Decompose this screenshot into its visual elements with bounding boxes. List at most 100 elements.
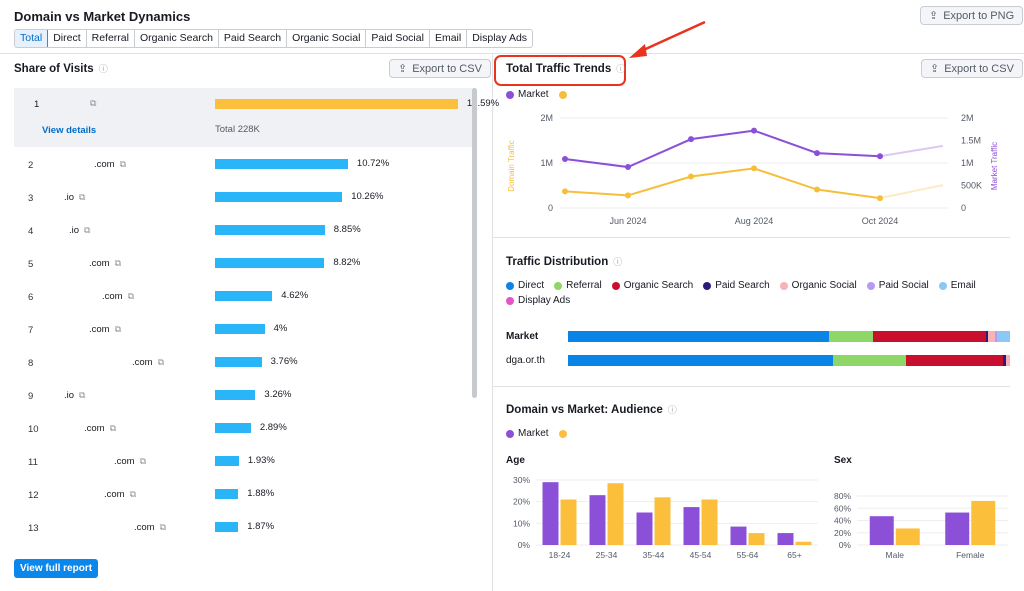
share-percent: 10.26%	[351, 191, 384, 202]
tab-paid-social[interactable]: Paid Social	[366, 30, 430, 47]
external-link-icon[interactable]: ⧉	[139, 456, 147, 466]
series-line	[564, 129, 881, 169]
rank-number: 12	[28, 490, 39, 501]
bar	[636, 512, 653, 545]
y-tick: 60%	[834, 503, 851, 513]
legend-item-market[interactable]: Market	[506, 428, 549, 439]
share-percent: 8.82%	[333, 257, 361, 268]
legend-item[interactable]: Organic Search	[611, 280, 693, 291]
legend-item[interactable]: Paid Social	[866, 280, 929, 291]
bar	[895, 528, 920, 545]
bar	[654, 497, 671, 545]
list-item[interactable]: 8 .com ⧉ 3.76%	[14, 346, 476, 379]
legend-item[interactable]: Organic Social	[779, 280, 857, 291]
external-link-icon[interactable]: ⧉	[79, 390, 86, 400]
external-link-icon[interactable]: ⧉	[119, 159, 127, 169]
rank-number: 9	[28, 391, 34, 402]
page-title: Domain vs Market Dynamics	[14, 9, 191, 24]
external-link-icon[interactable]: ⧉	[129, 489, 137, 499]
external-link-icon[interactable]: ⧉	[109, 423, 117, 433]
external-link-icon[interactable]: ⧉	[159, 522, 167, 532]
external-link-icon[interactable]: ⧉	[127, 291, 135, 301]
list-item[interactable]: 9 .io ⧉ 3.26%	[14, 379, 476, 412]
list-item[interactable]: 7 .com ⧉ 4%	[14, 313, 476, 346]
legend-item[interactable]: Display Ads	[506, 295, 570, 306]
tab-organic-social[interactable]: Organic Social	[287, 30, 367, 47]
share-bar	[215, 291, 273, 301]
market-stacked-bar	[568, 331, 1010, 342]
y-axis-label-right: Market Traffic	[990, 142, 999, 190]
external-link-icon[interactable]: ⧉	[114, 324, 122, 334]
export-csv-button[interactable]: ⇪ Export to CSV	[921, 59, 1023, 78]
view-full-report-button[interactable]: View full report	[14, 559, 99, 578]
legend-item-domain[interactable]	[558, 89, 567, 100]
legend-item[interactable]: Paid Search	[703, 280, 770, 291]
bar-segment	[833, 355, 907, 366]
bar-segment	[568, 331, 829, 342]
tab-email[interactable]: Email	[430, 30, 468, 47]
share-bar	[215, 423, 251, 433]
x-tick: Aug 2024	[735, 216, 774, 226]
divider	[493, 237, 1010, 238]
list-item[interactable]: 3 .io ⧉ 10.26%	[14, 181, 476, 214]
list-item[interactable]: 11 .com ⧉ 1.93%	[14, 445, 476, 478]
y-tick: 30%	[513, 475, 530, 485]
info-icon[interactable]: ⓘ	[98, 64, 108, 74]
domain-name: .com ⧉	[94, 159, 127, 170]
bar	[869, 516, 894, 545]
share-percent: 4.62%	[281, 290, 309, 301]
list-item[interactable]: 4 .io ⧉ 8.85%	[14, 214, 476, 247]
list-item[interactable]: 12 .com ⧉ 1.88%	[14, 478, 476, 511]
tab-total[interactable]: Total	[15, 30, 49, 47]
tab-direct[interactable]: Direct	[48, 30, 87, 47]
domain-name: .io ⧉	[69, 225, 91, 236]
x-tick: 35-44	[643, 550, 665, 560]
tab-referral[interactable]: Referral	[87, 30, 135, 47]
list-item[interactable]: 6 .com ⧉ 4.62%	[14, 280, 476, 313]
domain-name: .com ⧉	[114, 456, 147, 467]
external-link-icon[interactable]: ⧉	[84, 225, 91, 235]
export-png-button[interactable]: ⇪ Export to PNG	[920, 6, 1024, 25]
legend-item[interactable]: Email	[938, 280, 976, 291]
tab-display-ads[interactable]: Display Ads	[472, 32, 528, 44]
data-point	[877, 153, 883, 160]
share-bar	[215, 159, 348, 169]
tab-organic-search[interactable]: Organic Search	[135, 30, 219, 47]
legend-item-domain[interactable]	[558, 428, 567, 439]
share-bar	[215, 225, 325, 235]
external-link-icon[interactable]: ⧉	[79, 192, 86, 202]
legend-item-market[interactable]: Market	[506, 89, 549, 100]
info-icon[interactable]: ⓘ	[667, 405, 677, 415]
view-details-link[interactable]: View details	[42, 125, 97, 136]
domain-name: .com ⧉	[84, 423, 117, 434]
export-csv-button[interactable]: ⇪ Export to CSV	[389, 59, 491, 78]
info-icon[interactable]: ⓘ	[613, 257, 623, 267]
x-tick: Male	[886, 550, 905, 560]
x-tick: Oct 2024	[862, 216, 899, 226]
legend-item[interactable]: Direct	[506, 280, 544, 291]
external-link-icon[interactable]: ⧉	[157, 357, 165, 367]
y-tick-right: 1M	[961, 158, 974, 168]
list-item[interactable]: 13 .com ⧉ 1.87%	[14, 511, 476, 544]
legend-item[interactable]: Referral	[554, 280, 602, 291]
rank-number: 5	[28, 259, 34, 270]
tab-paid-search[interactable]: Paid Search	[219, 30, 288, 47]
data-point	[625, 192, 631, 199]
list-item[interactable]: 10 .com ⧉ 2.89%	[14, 412, 476, 445]
bar-segment	[996, 331, 1010, 342]
list-item[interactable]: 2 .com ⧉ 10.72%	[14, 148, 476, 181]
external-link-icon[interactable]: ⧉	[114, 258, 122, 268]
scrollbar[interactable]	[472, 88, 477, 398]
external-link-icon[interactable]: ⧉	[90, 98, 97, 108]
list-item-selected[interactable]: 1 ⧉ 19.59% View details Total 228K	[14, 88, 499, 147]
bar	[795, 541, 812, 545]
rank-number: 7	[28, 325, 34, 336]
export-icon: ⇪	[929, 10, 939, 22]
arrow-annotation	[629, 20, 706, 58]
y-tick: 0%	[839, 540, 852, 550]
info-icon[interactable]: ⓘ	[616, 64, 626, 74]
y-tick-right: 0	[961, 203, 966, 213]
domain-name: .com ⧉	[132, 357, 165, 368]
list-item[interactable]: 5 .com ⧉ 8.82%	[14, 247, 476, 280]
rank-number: 4	[28, 226, 34, 237]
